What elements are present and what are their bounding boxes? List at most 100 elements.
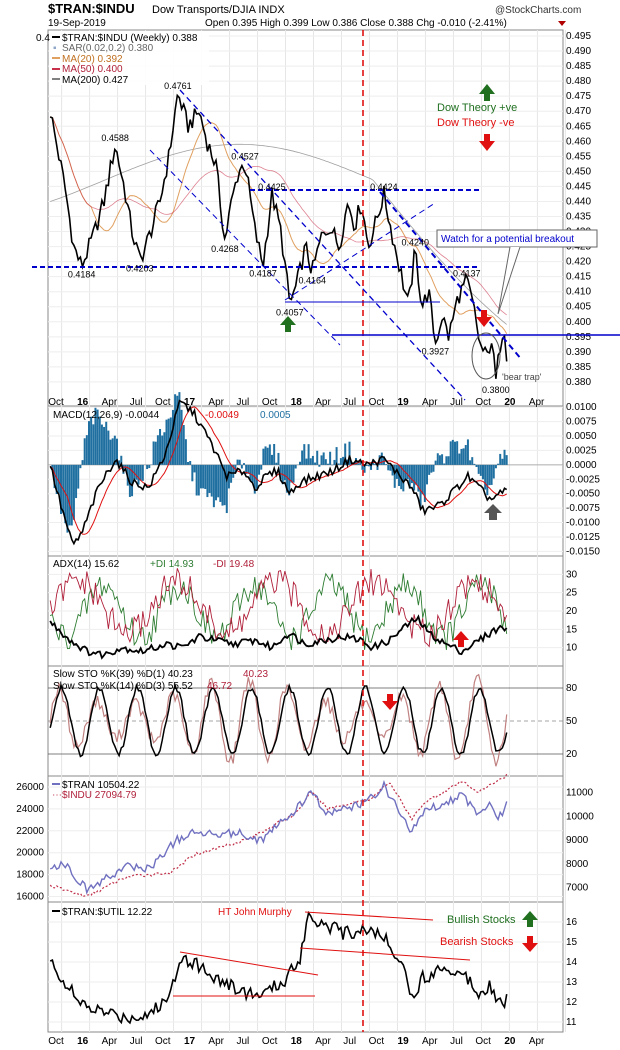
tran-y-tick: 10000 [566, 811, 594, 822]
tran-y-tick: 11000 [566, 788, 594, 799]
bottom-x-label: Jul [450, 1036, 463, 1047]
price-label: 0.4184 [68, 269, 96, 279]
watermark: @StockCharts.com [495, 5, 581, 16]
macd-signal-line [49, 406, 507, 535]
price-label: 0.4137 [453, 269, 481, 279]
macd-y-tick: 0.0000 [566, 460, 597, 471]
indu-label: $INDU 27094.79 [62, 790, 137, 801]
green-up-arrow-icon [280, 316, 296, 332]
legend-ma50: MA(50) 0.400 [62, 64, 123, 75]
bottom-x-label: 17 [184, 1036, 196, 1047]
tu-y-tick: 14 [566, 957, 578, 968]
legend-sar: SAR(0.02,0.2) 0.380 [62, 43, 154, 54]
price-y-tick: 0.460 [566, 136, 591, 147]
bottom-x-label: 18 [291, 1036, 303, 1047]
macd-y-tick: -0.0125 [566, 532, 600, 543]
stoch-slow-line [49, 682, 508, 758]
tran-util-legend: $TRAN:$UTIL 12.22 HT John Murphy Bullish… [52, 907, 538, 997]
down-arrow-icon [558, 21, 566, 26]
price-annotations: Dow Theory +ve Dow Theory -ve Watch for … [280, 84, 598, 382]
price-x-label: 18 [291, 397, 303, 408]
util-trend-mid [299, 947, 471, 961]
down-trendline-recent [379, 191, 523, 361]
macd-y-tick: -0.0075 [566, 503, 600, 514]
plus-di-label: +DI 14.93 [150, 559, 194, 570]
bottom-x-label: 16 [77, 1036, 89, 1047]
price-y-tick: 0.420 [566, 257, 591, 268]
macd-label: MACD(12,26,9) -0.0044 [53, 410, 160, 421]
tran-y-tick: 7000 [566, 883, 589, 894]
price-label: 0.4164 [298, 275, 326, 285]
price-x-label: Apr [315, 397, 331, 408]
tran-y-tick: 8000 [566, 859, 589, 870]
price-x-label: Oct [369, 397, 385, 408]
price-label: 0.4203 [126, 264, 154, 274]
chart-date: 19-Sep-2019 [48, 18, 106, 29]
price-x-label: Oct [48, 397, 64, 408]
price-x-label: Apr [529, 397, 545, 408]
adx-legend: ADX(14) 15.62 +DI 14.93 -DI 19.48 [53, 559, 469, 647]
tu-y-tick: 13 [566, 977, 578, 988]
legend-box [49, 31, 209, 85]
legend-ma20: MA(20) 0.392 [62, 54, 123, 65]
tran-util-label: $TRAN:$UTIL 12.22 [62, 907, 153, 918]
price-x-label: Jul [237, 397, 250, 408]
price-y-tick: 0.485 [566, 61, 591, 72]
red-down-arrow-icon [479, 134, 495, 151]
series [49, 93, 508, 1025]
price-x-label: 17 [184, 397, 196, 408]
macd-legend: MACD(12,26,9) -0.0044 -0.0049 0.0005 [53, 410, 502, 520]
stoch-y-tick: 20 [566, 749, 578, 760]
macd-y-tick: -0.0025 [566, 474, 600, 485]
indu-line [49, 773, 508, 898]
price-y-tick: 0.450 [566, 166, 591, 177]
dow-theory-negative: Dow Theory -ve [437, 117, 514, 129]
ohlc-readout: Open 0.395 High 0.399 Low 0.386 Close 0.… [205, 18, 507, 29]
price-label: 0.3800 [482, 385, 510, 395]
price-y-tick: 0.470 [566, 106, 591, 117]
price-y-tick: 0.380 [566, 377, 591, 388]
stoch-slow-label: Slow STO %K(39) %D(1) 40.23 [53, 669, 193, 680]
bottom-x-label: Oct [369, 1036, 385, 1047]
tu-y-tick: 11 [566, 1017, 577, 1028]
price-x-label: Oct [475, 397, 491, 408]
price-line [49, 93, 508, 379]
price-y-tick: 0.495 [566, 31, 591, 42]
util-trend-left-top [179, 951, 319, 976]
macd-hist-label: 0.0005 [260, 410, 291, 421]
indu-y-tick: 22000 [16, 826, 44, 837]
price-label: 0.4240 [401, 238, 429, 248]
bearish-label: Bearish Stocks [440, 936, 514, 948]
price-x-label: Oct [155, 397, 171, 408]
grid-lines [48, 30, 566, 1032]
price-y-tick: 0.415 [566, 272, 591, 283]
legend-ma200: MA(200) 0.427 [62, 75, 129, 86]
price-x-label: Oct [262, 397, 278, 408]
stoch-y-tick: 80 [566, 683, 578, 694]
price-label: 0.4588 [101, 133, 129, 143]
bullish-label: Bullish Stocks [447, 914, 516, 926]
adx-y-tick: 30 [566, 569, 578, 580]
bottom-x-label: Apr [102, 1036, 118, 1047]
grey-up-arrow-icon [484, 504, 502, 520]
price-label: 0.4527 [231, 151, 259, 161]
minus-di-line [49, 568, 508, 648]
adx-line [49, 614, 508, 660]
tran-util-line [49, 910, 508, 1025]
macd-line [49, 399, 508, 546]
indu-y-tick: 18000 [16, 870, 44, 881]
channel-lower [149, 149, 341, 346]
breakout-callout: Watch for a potential breakout [441, 234, 574, 245]
price-label: 0.4761 [164, 81, 192, 91]
green-up-arrow-icon [522, 911, 538, 927]
adx-y-tick: 25 [566, 588, 578, 599]
green-up-arrow-icon [479, 84, 495, 101]
price-y-tick: 0.455 [566, 151, 591, 162]
bottom-x-label: Apr [315, 1036, 331, 1047]
tu-y-tick: 12 [566, 997, 578, 1008]
price-x-label: Apr [102, 397, 118, 408]
price-y-tick: 0.440 [566, 196, 591, 207]
adx-y-tick: 15 [566, 624, 578, 635]
price-label: 0.4268 [211, 244, 239, 254]
price-y-tick: 0.410 [566, 287, 591, 298]
